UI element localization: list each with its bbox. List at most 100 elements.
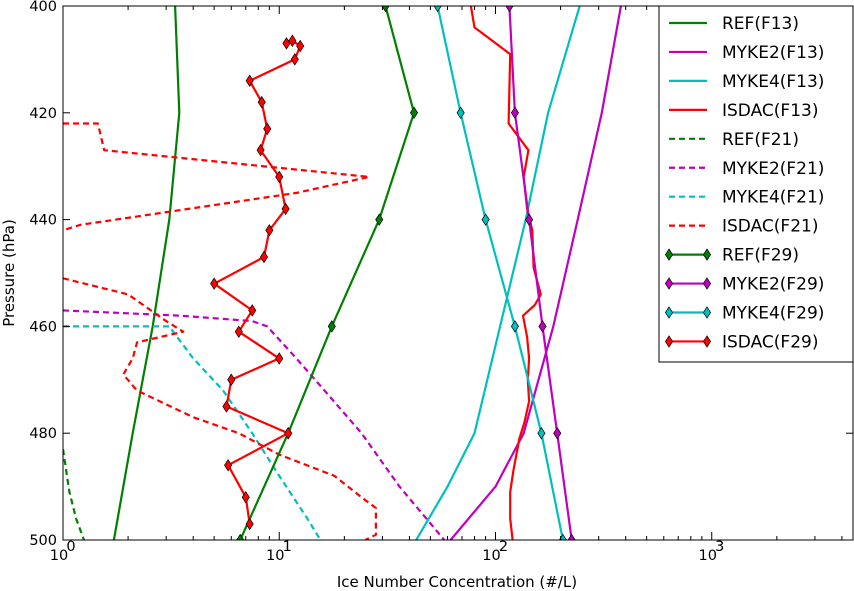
y-axis-label: Pressure (hPa) bbox=[0, 219, 18, 327]
series-line bbox=[239, 6, 416, 540]
legend-marker bbox=[702, 277, 712, 290]
data-point bbox=[236, 533, 245, 540]
series-isdac-f13- bbox=[469, 6, 542, 540]
legend-entry: ISDAC(F13) bbox=[669, 101, 818, 121]
y-tick-label: 460 bbox=[29, 319, 57, 335]
x-tick-exponent: 0 bbox=[66, 539, 75, 555]
data-point bbox=[553, 426, 562, 440]
legend-label: ISDAC(F21) bbox=[722, 217, 818, 237]
legend-entry: MYKE2(F21) bbox=[669, 159, 824, 179]
series-myke2-f13- bbox=[449, 6, 622, 540]
series-myke2-f21- bbox=[63, 309, 446, 540]
data-point bbox=[263, 122, 272, 136]
series-ref-f13- bbox=[112, 6, 181, 540]
legend-entry: MYKE2(F13) bbox=[669, 43, 824, 63]
data-point bbox=[284, 426, 293, 440]
data-point bbox=[234, 325, 243, 338]
data-point bbox=[265, 224, 274, 237]
data-point bbox=[259, 250, 269, 264]
data-point bbox=[257, 95, 266, 109]
x-tick-label: 10 bbox=[699, 548, 717, 564]
legend-marker bbox=[702, 335, 712, 348]
x-tick-label: 10 bbox=[266, 548, 284, 564]
data-point bbox=[241, 491, 250, 504]
legend-entry: ISDAC(F29) bbox=[664, 332, 818, 352]
data-point bbox=[481, 213, 490, 226]
legend-label: ISDAC(F29) bbox=[722, 332, 818, 352]
data-point bbox=[296, 39, 305, 53]
legend-label: MYKE2(F21) bbox=[722, 159, 824, 179]
data-point bbox=[381, 6, 390, 13]
legend-entry: REF(F29) bbox=[664, 246, 799, 266]
legend-marker bbox=[664, 335, 674, 348]
data-point bbox=[433, 6, 442, 13]
series-myke4-f13- bbox=[415, 6, 581, 540]
data-point bbox=[288, 34, 297, 47]
data-point bbox=[510, 106, 519, 120]
data-point bbox=[227, 373, 236, 387]
data-point bbox=[375, 213, 384, 226]
data-point bbox=[525, 213, 534, 226]
legend-marker bbox=[664, 306, 674, 319]
series-ref-f21- bbox=[63, 449, 86, 540]
series-myke4-f29- bbox=[433, 6, 567, 540]
y-tick-label: 500 bbox=[29, 533, 57, 549]
y-tick-label: 440 bbox=[29, 213, 57, 229]
data-point bbox=[256, 143, 265, 157]
data-point bbox=[281, 202, 290, 216]
legend-entry: MYKE2(F29) bbox=[664, 275, 824, 295]
legend-label: MYKE2(F13) bbox=[722, 43, 824, 63]
data-point bbox=[410, 106, 419, 120]
legend-box bbox=[658, 5, 854, 363]
legend-label: MYKE4(F21) bbox=[722, 188, 824, 208]
legend-entry: MYKE4(F29) bbox=[664, 304, 824, 324]
series-line bbox=[112, 6, 181, 540]
legend-marker bbox=[702, 248, 712, 261]
legend-label: MYKE2(F29) bbox=[722, 275, 824, 295]
data-point bbox=[224, 458, 233, 472]
x-tick-exponent: 1 bbox=[283, 539, 292, 555]
data-point bbox=[290, 53, 299, 66]
data-point bbox=[456, 106, 465, 120]
legend-marker bbox=[664, 277, 674, 290]
data-point bbox=[275, 352, 284, 365]
legend-label: REF(F21) bbox=[722, 130, 799, 150]
legend-label: ISDAC(F13) bbox=[722, 101, 818, 121]
legend-entry: REF(F13) bbox=[669, 14, 799, 34]
series-line bbox=[508, 6, 573, 540]
data-point bbox=[537, 426, 546, 440]
legend-entry: ISDAC(F21) bbox=[669, 217, 818, 237]
series-line bbox=[449, 6, 622, 540]
x-axis-label: Ice Number Concentration (#/L) bbox=[337, 573, 577, 591]
series-line bbox=[469, 6, 542, 540]
data-point bbox=[248, 304, 257, 317]
series-isdac-f29- bbox=[210, 34, 305, 531]
data-point bbox=[327, 320, 336, 333]
plot-area bbox=[63, 6, 622, 540]
data-point bbox=[210, 277, 219, 290]
series-line bbox=[213, 39, 302, 525]
series-isdac-f21- bbox=[63, 122, 377, 540]
legend-label: REF(F29) bbox=[722, 246, 799, 266]
y-tick-label: 420 bbox=[29, 106, 57, 122]
legend-marker bbox=[664, 248, 674, 261]
legend-entry: REF(F21) bbox=[669, 130, 799, 150]
legend-entry: MYKE4(F13) bbox=[669, 72, 824, 92]
legend-label: MYKE4(F29) bbox=[722, 304, 824, 324]
series-line bbox=[63, 449, 86, 540]
data-point bbox=[245, 74, 254, 88]
legend: REF(F13) MYKE2(F13) MYKE4(F13) ISDAC(F13) RE… bbox=[658, 5, 854, 363]
data-point bbox=[245, 517, 254, 531]
data-point bbox=[510, 320, 519, 333]
data-point bbox=[282, 37, 291, 50]
legend-entry: MYKE4(F21) bbox=[669, 188, 824, 208]
x-tick-label: 10 bbox=[50, 548, 68, 564]
data-point bbox=[505, 6, 514, 13]
series-line bbox=[415, 6, 581, 540]
legend-label: MYKE4(F13) bbox=[722, 72, 824, 92]
data-point bbox=[275, 170, 284, 184]
series-ref-f29- bbox=[236, 6, 419, 540]
series-myke2-f29- bbox=[505, 6, 576, 540]
